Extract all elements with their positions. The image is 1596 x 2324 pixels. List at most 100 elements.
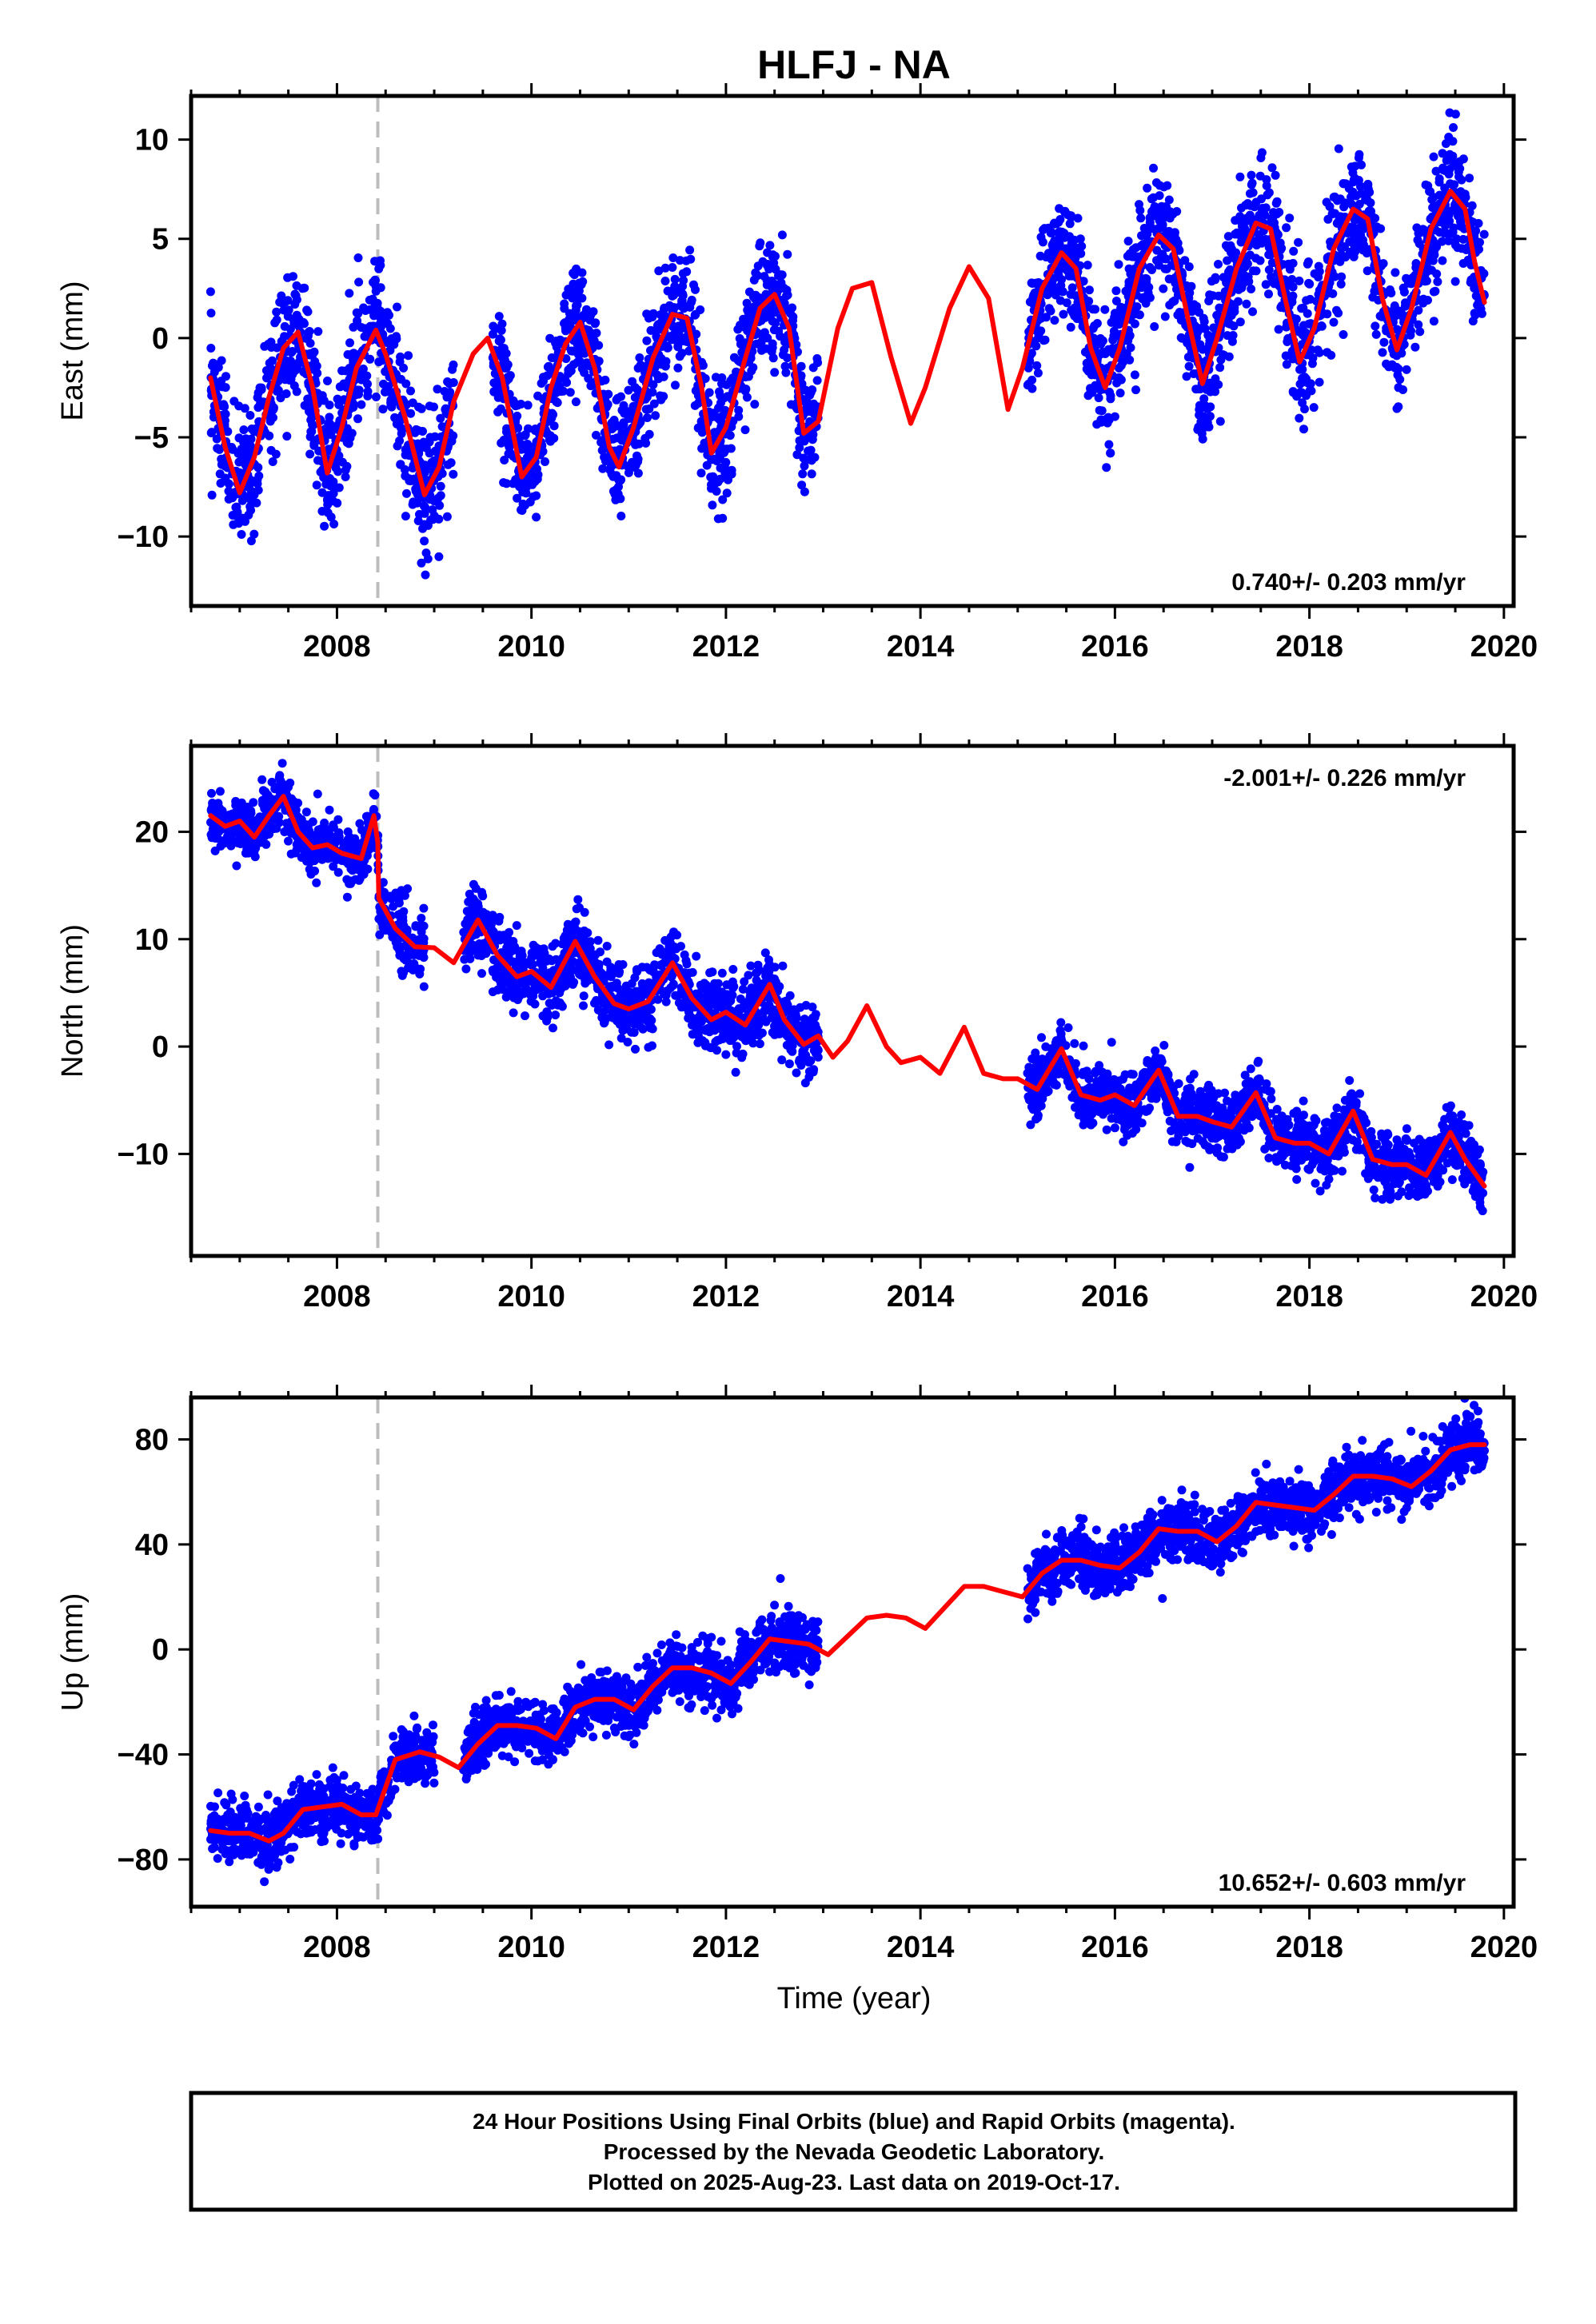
x-tick-label: 2014 <box>887 630 955 664</box>
data-point <box>1202 423 1211 432</box>
data-point <box>1119 357 1127 366</box>
data-point <box>797 480 806 489</box>
data-point <box>1264 289 1273 298</box>
data-point <box>770 368 779 377</box>
data-point <box>1067 211 1075 220</box>
data-point <box>524 425 533 433</box>
data-point <box>1393 405 1402 413</box>
data-point <box>374 265 383 273</box>
data-point <box>1412 223 1421 232</box>
data-point <box>744 373 753 381</box>
data-point <box>1386 285 1395 294</box>
data-point <box>1331 193 1339 201</box>
data-point <box>1402 365 1411 374</box>
data-point <box>390 891 399 899</box>
data-point <box>813 376 822 385</box>
data-point <box>1057 275 1066 284</box>
data-point <box>668 253 677 262</box>
data-point <box>302 334 311 343</box>
data-point <box>1235 212 1244 221</box>
data-point <box>1155 181 1164 190</box>
data-point <box>1444 237 1453 245</box>
data-point <box>651 411 660 420</box>
data-point <box>421 503 429 512</box>
data-point <box>345 879 353 888</box>
data-point <box>768 261 777 270</box>
data-point <box>1214 260 1223 269</box>
data-point <box>257 775 266 784</box>
data-point <box>1219 273 1228 281</box>
data-point <box>1449 181 1458 189</box>
data-point <box>333 467 342 476</box>
data-point <box>779 350 788 359</box>
data-point <box>281 322 289 331</box>
data-point <box>671 275 680 284</box>
data-point <box>1102 463 1111 472</box>
data-point <box>445 379 454 388</box>
data-point <box>441 405 450 413</box>
data-point <box>209 359 217 368</box>
data-point <box>691 285 700 294</box>
data-point <box>477 969 486 978</box>
data-point <box>1115 260 1123 269</box>
data-point <box>714 514 723 523</box>
data-point <box>1446 165 1454 173</box>
data-point <box>682 267 691 276</box>
data-point <box>1073 314 1082 323</box>
data-point <box>343 438 352 447</box>
y-axis-label: East (mm) <box>56 281 90 421</box>
data-point <box>673 364 682 373</box>
data-point <box>1361 195 1370 204</box>
data-point <box>1415 327 1424 336</box>
data-point <box>371 791 380 799</box>
data-point <box>1093 319 1102 328</box>
data-point <box>1423 296 1432 305</box>
data-point <box>573 895 582 904</box>
data-point <box>1256 172 1265 181</box>
data-point <box>318 488 327 497</box>
data-point <box>521 1011 529 1020</box>
data-point <box>1032 361 1041 370</box>
data-point <box>769 353 778 362</box>
data-point <box>501 356 509 365</box>
data-point <box>1430 288 1438 297</box>
data-point <box>384 382 393 391</box>
data-point <box>1397 309 1406 318</box>
data-point <box>1125 332 1134 341</box>
data-point <box>1399 284 1408 293</box>
data-point <box>567 285 576 294</box>
data-point <box>461 965 470 974</box>
data-point <box>326 481 335 490</box>
data-point <box>1095 393 1103 402</box>
data-point <box>741 386 750 395</box>
data-point <box>282 432 291 440</box>
data-point <box>760 328 769 337</box>
data-point <box>1256 153 1265 162</box>
data-point <box>631 1045 640 1054</box>
data-point <box>774 271 783 280</box>
data-point <box>1299 425 1308 433</box>
data-point <box>1099 337 1107 345</box>
data-point <box>1136 213 1145 222</box>
data-point <box>247 435 256 444</box>
data-point <box>242 845 251 854</box>
data-point <box>1421 277 1430 285</box>
data-point <box>1165 301 1174 309</box>
data-point <box>1271 171 1280 180</box>
data-point <box>1268 163 1277 172</box>
data-point <box>275 773 284 782</box>
data-point <box>213 444 221 452</box>
data-point <box>560 300 569 309</box>
data-point <box>1259 236 1267 245</box>
data-point <box>422 548 431 557</box>
data-point <box>213 435 221 444</box>
data-point <box>1044 249 1053 257</box>
data-point <box>283 273 292 282</box>
data-point <box>493 408 502 417</box>
data-point <box>333 815 342 824</box>
rate-label: 0.740+/- 0.203 mm/yr <box>1231 569 1466 596</box>
data-point <box>1231 249 1240 257</box>
data-point <box>264 340 273 349</box>
